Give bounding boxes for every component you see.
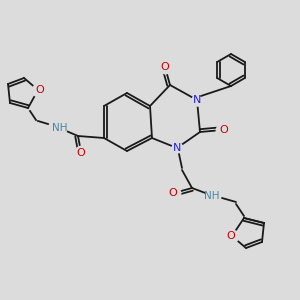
Text: N: N <box>173 143 181 153</box>
Text: NH: NH <box>52 123 68 133</box>
Text: O: O <box>169 188 177 198</box>
Text: O: O <box>220 125 228 135</box>
Text: NH: NH <box>204 191 220 201</box>
Text: O: O <box>36 85 44 95</box>
Text: N: N <box>193 95 201 105</box>
Text: O: O <box>226 231 236 241</box>
Text: O: O <box>160 62 169 72</box>
Text: O: O <box>76 148 85 158</box>
